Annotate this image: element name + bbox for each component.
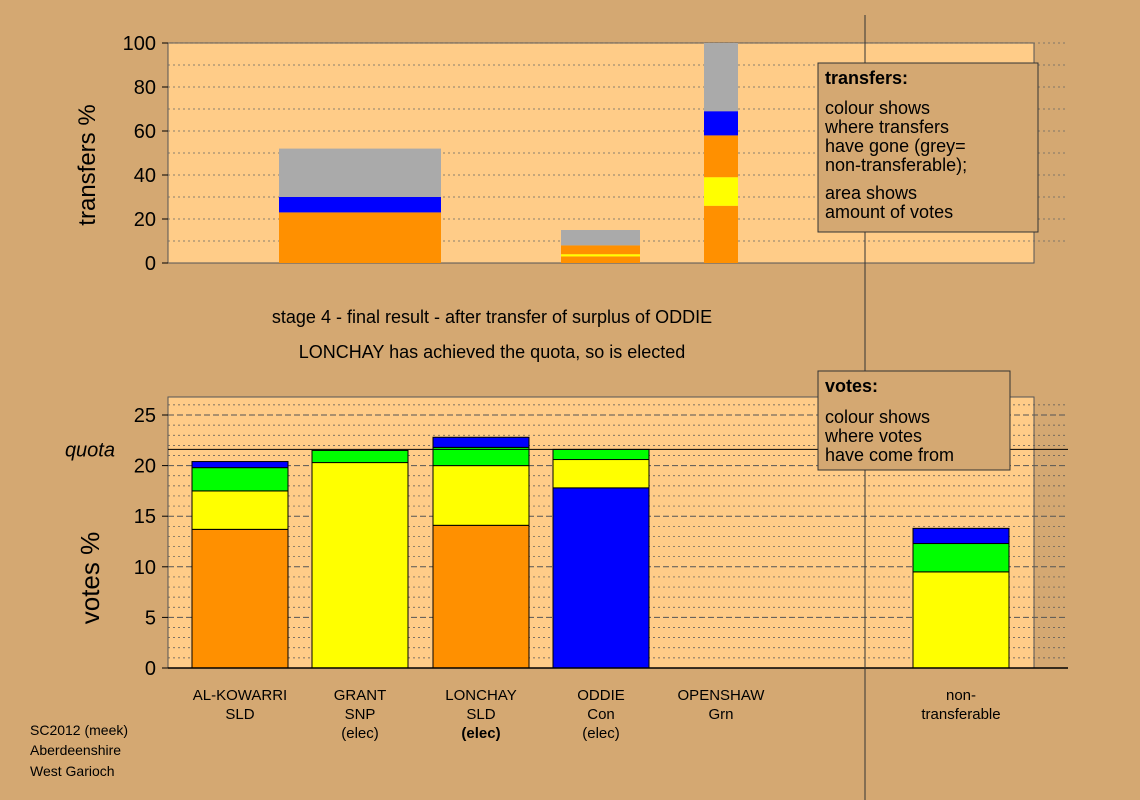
y-tick-label: 100: [123, 33, 156, 55]
candidate-label: (elec): [341, 725, 379, 742]
transfers-legend-line: non-transferable);: [825, 155, 967, 175]
y-tick-label: 20: [134, 456, 156, 478]
transfers-legend: transfers: colour shows where transfers …: [817, 62, 1039, 233]
y-tick-label: 60: [134, 121, 156, 143]
y-tick-label: 10: [134, 557, 156, 579]
y-tick-label: 0: [145, 253, 156, 275]
transfer-bar-segment: [561, 256, 640, 263]
footer-ward: West Garioch: [30, 763, 115, 779]
votes-legend-line: have come from: [825, 445, 954, 465]
vote-bar-segment: [432, 446, 530, 467]
votes-panel: 0 5 10 15 20 25 quota votes % AL-KOWARRI SLD GR…: [65, 396, 1068, 742]
vote-bar-segment: [432, 524, 530, 669]
transfers-legend-line: have gone (grey=: [825, 136, 966, 156]
transfer-bar-segment: [704, 111, 738, 136]
y-tick-label: 20: [134, 209, 156, 231]
transfer-bar-segment: [704, 135, 738, 178]
stage-title: stage 4 - final result - after transfer …: [272, 307, 712, 327]
vote-bar-segment: [912, 543, 1010, 573]
transfer-bar-segment: [279, 212, 441, 263]
y-tick-label: 25: [134, 405, 156, 427]
vote-bar-segment: [191, 467, 289, 492]
transfer-bar-segment: [279, 197, 441, 213]
transfer-bar-segment: [704, 177, 738, 206]
votes-legend-line: colour shows: [825, 407, 930, 427]
transfer-bar-segment: [561, 245, 640, 255]
y-tick-label: 40: [134, 165, 156, 187]
candidate-label: AL-KOWARRI: [193, 687, 287, 704]
transfers-legend-title: transfers:: [825, 68, 908, 88]
transfers-legend-line: amount of votes: [825, 202, 953, 222]
transfers-bars: [279, 43, 738, 263]
transfers-y-ticks: 0 20 40 60 80 100: [123, 33, 168, 275]
vote-bar-segment: [912, 571, 1010, 669]
transfers-legend-line: where transfers: [824, 117, 949, 137]
vote-bar-segment: [552, 459, 650, 489]
vote-bar-segment: [191, 461, 289, 469]
vote-bar-segment: [432, 465, 530, 526]
candidate-labels: AL-KOWARRI SLD GRANT SNP (elec) LONCHAY SLD (el…: [193, 687, 1001, 742]
candidate-label: transferable: [921, 706, 1000, 723]
votes-legend-title: votes:: [825, 376, 878, 396]
transfers-legend-line: colour shows: [825, 98, 930, 118]
candidate-label: Grn: [708, 706, 733, 723]
transfer-bar-segment: [704, 43, 738, 112]
quota-label: quota: [65, 439, 115, 461]
transfers-legend-line: area shows: [825, 183, 917, 203]
vote-bar-segment: [552, 448, 650, 461]
votes-legend-line: where votes: [824, 426, 922, 446]
candidate-label: OPENSHAW: [678, 687, 766, 704]
candidate-label: (elec): [461, 725, 500, 742]
y-tick-label: 15: [134, 506, 156, 528]
vote-bar-segment: [912, 527, 1010, 545]
y-tick-label: 5: [145, 607, 156, 629]
votes-legend: votes: colour shows where votes have com…: [817, 370, 1011, 471]
votes-y-ticks: 0 5 10 15 20 25: [134, 405, 168, 680]
y-tick-label: 80: [134, 77, 156, 99]
candidate-label: non-: [946, 687, 976, 704]
candidate-label: (elec): [582, 725, 620, 742]
candidate-label: Con: [587, 706, 615, 723]
y-tick-label: 0: [145, 658, 156, 680]
candidate-label: ODDIE: [577, 687, 625, 704]
vote-bar-segment: [432, 436, 530, 448]
transfer-bar-segment: [561, 254, 640, 257]
votes-bars: [191, 436, 1010, 669]
transfers-y-label: transfers %: [74, 104, 101, 225]
vote-bar-segment: [311, 462, 409, 669]
candidate-label: SLD: [225, 706, 254, 723]
vote-bar-segment: [191, 490, 289, 530]
votes-y-label: votes %: [75, 532, 105, 625]
vote-bar-segment: [552, 487, 650, 669]
footer-source: SC2012 (meek): [30, 722, 128, 738]
vote-bar-segment: [311, 449, 409, 464]
transfer-bar-segment: [561, 230, 640, 246]
transfer-bar-segment: [279, 148, 441, 197]
candidate-label: SLD: [466, 706, 495, 723]
candidate-label: LONCHAY: [445, 687, 516, 704]
transfer-bar-segment: [704, 205, 738, 263]
footer-council: Aberdeenshire: [30, 742, 121, 758]
vote-bar-segment: [191, 528, 289, 669]
stage-subtitle: LONCHAY has achieved the quota, so is el…: [299, 342, 686, 362]
candidate-label: SNP: [345, 706, 376, 723]
candidate-label: GRANT: [334, 687, 387, 704]
